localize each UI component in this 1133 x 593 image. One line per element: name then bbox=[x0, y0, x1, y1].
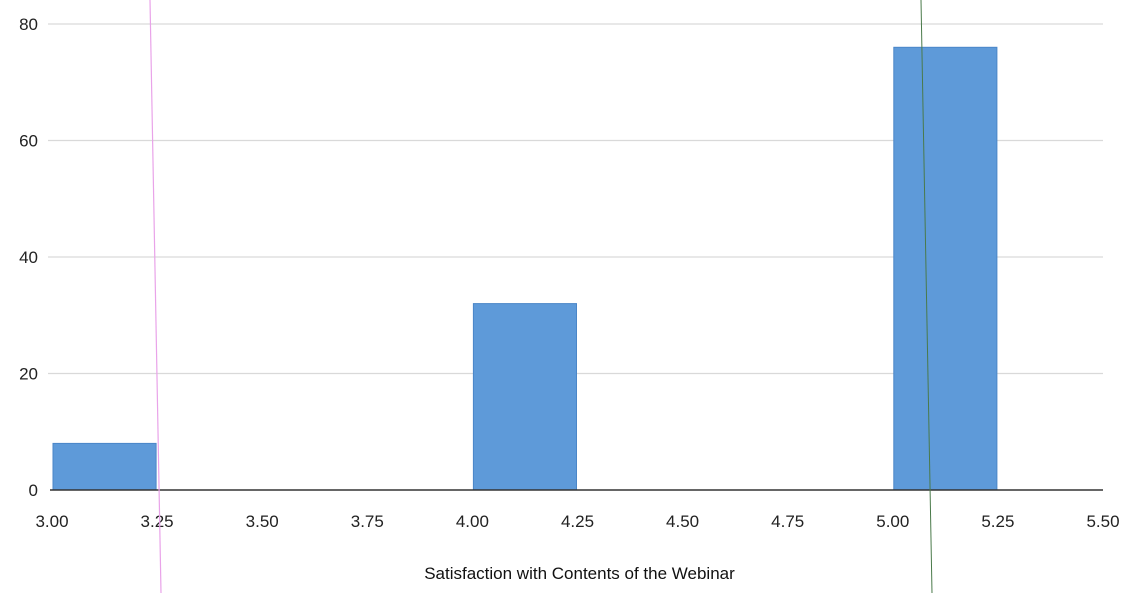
x-tick-label: 3.75 bbox=[351, 512, 384, 531]
x-tick-label: 4.75 bbox=[771, 512, 804, 531]
green-vertical-line bbox=[920, 0, 933, 593]
x-tick-label: 3.25 bbox=[141, 512, 174, 531]
histogram-bar bbox=[893, 46, 998, 491]
x-tick-label: 4.25 bbox=[561, 512, 594, 531]
y-tick-label: 80 bbox=[19, 15, 38, 34]
x-tick-label: 5.25 bbox=[981, 512, 1014, 531]
x-axis-label: Satisfaction with Contents of the Webina… bbox=[424, 564, 735, 583]
pink-vertical-line bbox=[149, 0, 162, 593]
x-tick-label: 3.50 bbox=[246, 512, 279, 531]
x-tick-labels: 3.00 3.25 3.50 3.75 4.00 4.25 4.50 4.75 5.00 5.25… bbox=[35, 512, 1119, 531]
x-tick-label: 4.00 bbox=[456, 512, 489, 531]
y-tick-label: 60 bbox=[19, 132, 38, 151]
x-tick-label: 4.50 bbox=[666, 512, 699, 531]
x-tick-label: 3.00 bbox=[35, 512, 68, 531]
y-tick-label: 0 bbox=[29, 481, 38, 500]
x-tick-label: 5.50 bbox=[1086, 512, 1119, 531]
histogram-bar bbox=[52, 442, 157, 491]
histogram-bar bbox=[472, 303, 577, 491]
y-tick-labels: 0 20 40 60 80 bbox=[19, 15, 38, 500]
bars bbox=[52, 46, 998, 491]
x-tick-label: 5.00 bbox=[876, 512, 909, 531]
y-tick-label: 20 bbox=[19, 365, 38, 384]
y-tick-label: 40 bbox=[19, 248, 38, 267]
